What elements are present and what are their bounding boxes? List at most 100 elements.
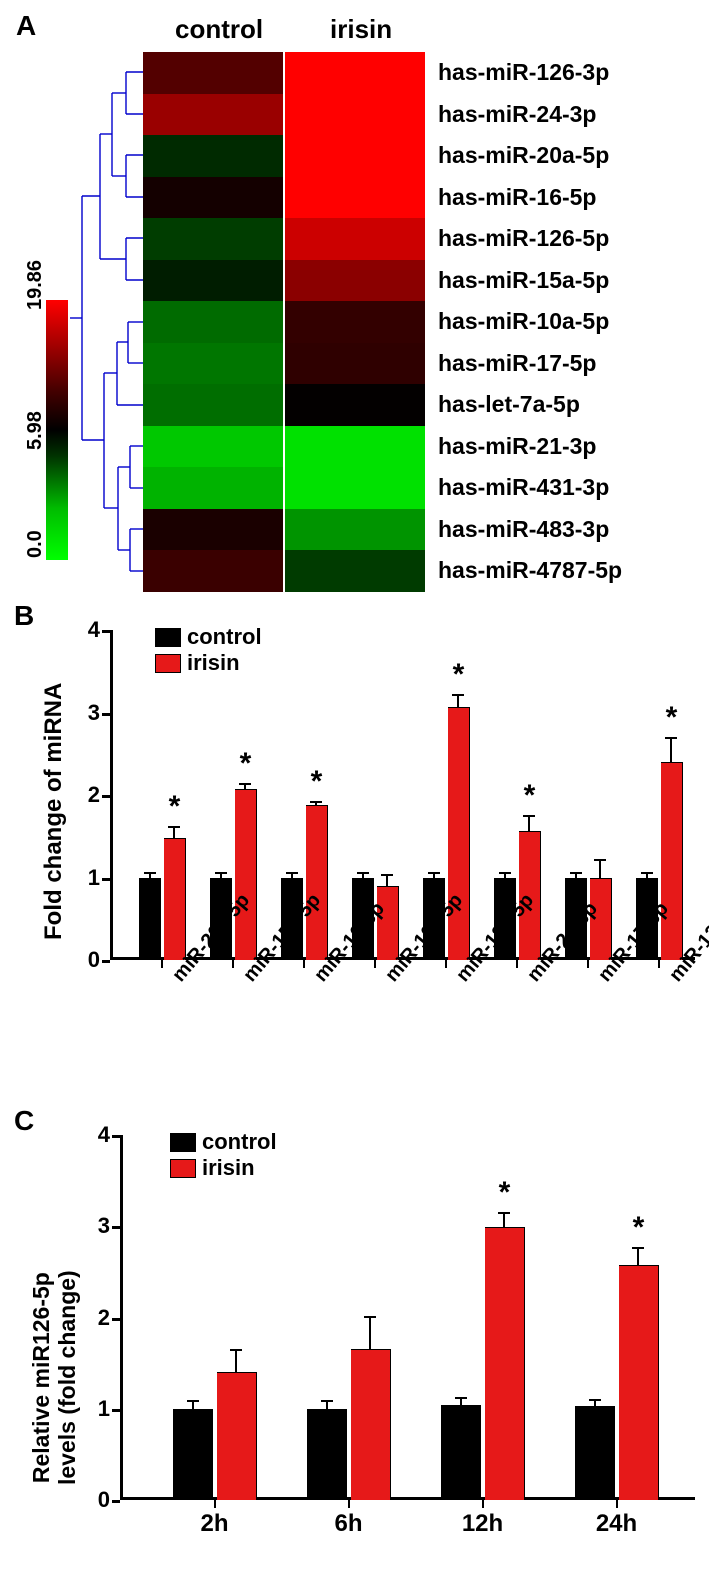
bar-control bbox=[139, 878, 161, 961]
panel-b-label: B bbox=[14, 600, 34, 632]
heat-cell bbox=[143, 177, 283, 219]
significance-star: * bbox=[311, 765, 323, 799]
heat-cell bbox=[143, 301, 283, 343]
ytick: 2 bbox=[70, 782, 100, 808]
colorbar-tick-high: 19.86 bbox=[24, 260, 47, 310]
heat-cell bbox=[285, 177, 425, 219]
panel-a: A control irisin has-miR-126-3phas-miR-2… bbox=[10, 10, 699, 600]
heatmap-col-control bbox=[143, 52, 283, 592]
ylabel-line: levels (fold change) bbox=[54, 1270, 80, 1485]
xtick-mark bbox=[214, 1500, 216, 1508]
heatmap-row-label: has-miR-24-3p bbox=[438, 94, 622, 136]
legend-swatch-irisin bbox=[155, 654, 181, 673]
panel-c-legend: control irisin bbox=[170, 1129, 277, 1181]
xtick-mark bbox=[587, 960, 589, 968]
heat-cell bbox=[285, 135, 425, 177]
bar-irisin bbox=[306, 805, 328, 960]
xtick-mark bbox=[232, 960, 234, 968]
legend-label-control: control bbox=[187, 624, 262, 650]
xlabel: 6h bbox=[334, 1510, 362, 1538]
heat-cell bbox=[285, 301, 425, 343]
legend-control: control bbox=[170, 1129, 277, 1155]
legend-label-control: control bbox=[202, 1129, 277, 1155]
heatmap-row-label: has-miR-126-5p bbox=[438, 218, 622, 260]
xtick-mark bbox=[616, 1500, 618, 1508]
bar-irisin bbox=[164, 838, 186, 960]
xtick-mark bbox=[303, 960, 305, 968]
panel-c: C Relative miR126-5plevels (fold change)… bbox=[10, 1105, 699, 1575]
heatmap-col-header-control: control bbox=[175, 14, 263, 45]
xtick-mark bbox=[374, 960, 376, 968]
xtick-mark bbox=[482, 1500, 484, 1508]
heat-cell bbox=[143, 52, 283, 94]
panel-c-ylabel: Relative miR126-5plevels (fold change) bbox=[28, 1270, 81, 1485]
heat-cell bbox=[285, 52, 425, 94]
ytick: 0 bbox=[80, 1487, 110, 1513]
heat-cell bbox=[285, 94, 425, 136]
heatmap-col-header-irisin: irisin bbox=[330, 14, 392, 45]
colorbar-tick-mid: 5.98 bbox=[24, 411, 47, 450]
bar-irisin bbox=[661, 762, 683, 960]
heat-cell bbox=[285, 384, 425, 426]
heat-cell bbox=[143, 509, 283, 551]
bar-control bbox=[307, 1409, 347, 1500]
legend-swatch-control bbox=[155, 628, 181, 647]
heat-cell bbox=[143, 218, 283, 260]
legend-swatch-control bbox=[170, 1133, 196, 1152]
bar-control bbox=[173, 1409, 213, 1500]
heatmap-row-label: has-let-7a-5p bbox=[438, 384, 622, 426]
xtick-mark bbox=[445, 960, 447, 968]
dendrogram bbox=[70, 52, 143, 592]
xtick-mark bbox=[658, 960, 660, 968]
legend-irisin: irisin bbox=[155, 650, 262, 676]
significance-star: * bbox=[240, 747, 252, 781]
heat-cell bbox=[285, 426, 425, 468]
bar-irisin bbox=[217, 1372, 257, 1500]
panel-b-legend: control irisin bbox=[155, 624, 262, 676]
heat-cell bbox=[285, 343, 425, 385]
heat-cell bbox=[285, 218, 425, 260]
heatmap-row-label: has-miR-126-3p bbox=[438, 52, 622, 94]
ytick: 0 bbox=[70, 947, 100, 973]
heatmap-row-label: has-miR-10a-5p bbox=[438, 301, 622, 343]
heat-cell bbox=[285, 550, 425, 592]
significance-star: * bbox=[666, 701, 678, 735]
panel-b: B Fold change of miRNA 01234 control iri… bbox=[10, 600, 699, 1105]
colorbar-tick-low: 0.0 bbox=[24, 530, 47, 558]
significance-star: * bbox=[169, 790, 181, 824]
legend-irisin: irisin bbox=[170, 1155, 277, 1181]
heat-cell bbox=[143, 467, 283, 509]
bar-control bbox=[575, 1406, 615, 1500]
ytick: 1 bbox=[80, 1396, 110, 1422]
heatmap-row-label: has-miR-15a-5p bbox=[438, 260, 622, 302]
bar-irisin bbox=[351, 1349, 391, 1500]
legend-swatch-irisin bbox=[170, 1159, 196, 1178]
ytick: 1 bbox=[70, 865, 100, 891]
legend-control: control bbox=[155, 624, 262, 650]
ytick: 3 bbox=[80, 1213, 110, 1239]
heatmap-row-label: has-miR-431-3p bbox=[438, 467, 622, 509]
ytick: 4 bbox=[80, 1122, 110, 1148]
significance-star: * bbox=[499, 1176, 511, 1210]
heatmap-colorbar-ticks: 19.86 5.98 0.0 bbox=[18, 300, 46, 560]
heat-cell bbox=[143, 260, 283, 302]
bar-irisin bbox=[235, 789, 257, 960]
xtick-mark bbox=[348, 1500, 350, 1508]
xtick-mark bbox=[516, 960, 518, 968]
panel-b-ylabel: Fold change of miRNA bbox=[40, 683, 68, 940]
ytick: 3 bbox=[70, 700, 100, 726]
heatmap-row-label: has-miR-21-3p bbox=[438, 426, 622, 468]
xlabel: 2h bbox=[200, 1510, 228, 1538]
heat-cell bbox=[143, 384, 283, 426]
xlabel: 24h bbox=[596, 1510, 637, 1538]
heat-cell bbox=[143, 135, 283, 177]
heatmap-row-label: has-miR-483-3p bbox=[438, 509, 622, 551]
heatmap-row-labels: has-miR-126-3phas-miR-24-3phas-miR-20a-5… bbox=[438, 52, 622, 592]
heatmap-row-label: has-miR-17-5p bbox=[438, 343, 622, 385]
significance-star: * bbox=[453, 658, 465, 692]
xtick-mark bbox=[161, 960, 163, 968]
legend-label-irisin: irisin bbox=[187, 650, 240, 676]
ytick: 2 bbox=[80, 1305, 110, 1331]
heatmap bbox=[143, 52, 428, 592]
bar-irisin bbox=[485, 1227, 525, 1500]
